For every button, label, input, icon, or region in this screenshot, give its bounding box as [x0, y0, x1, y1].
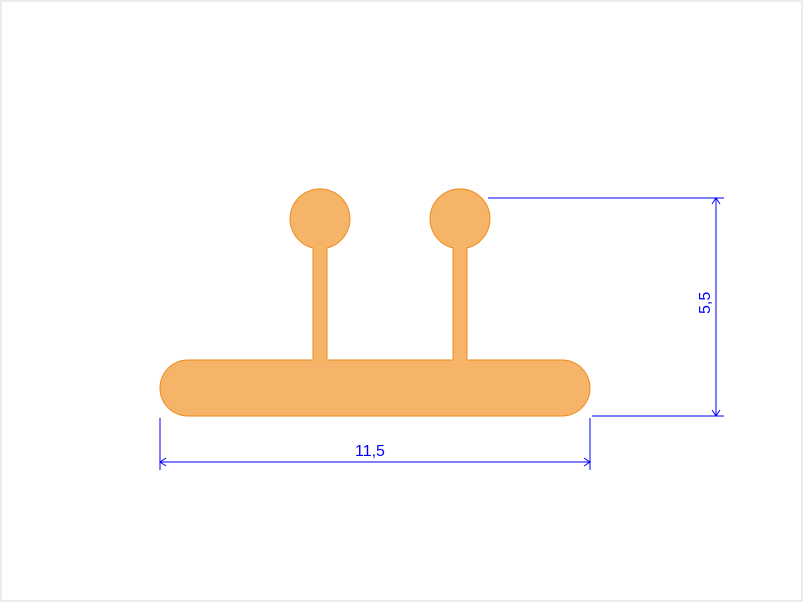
dim-h-value: 11,5 [355, 443, 385, 460]
profile-path [160, 189, 590, 416]
diagram-canvas: 11,5 5,5 [0, 0, 803, 602]
dim-v-value: 5,5 [697, 292, 714, 314]
frame-border [1, 1, 802, 601]
profile-shape [160, 189, 590, 416]
